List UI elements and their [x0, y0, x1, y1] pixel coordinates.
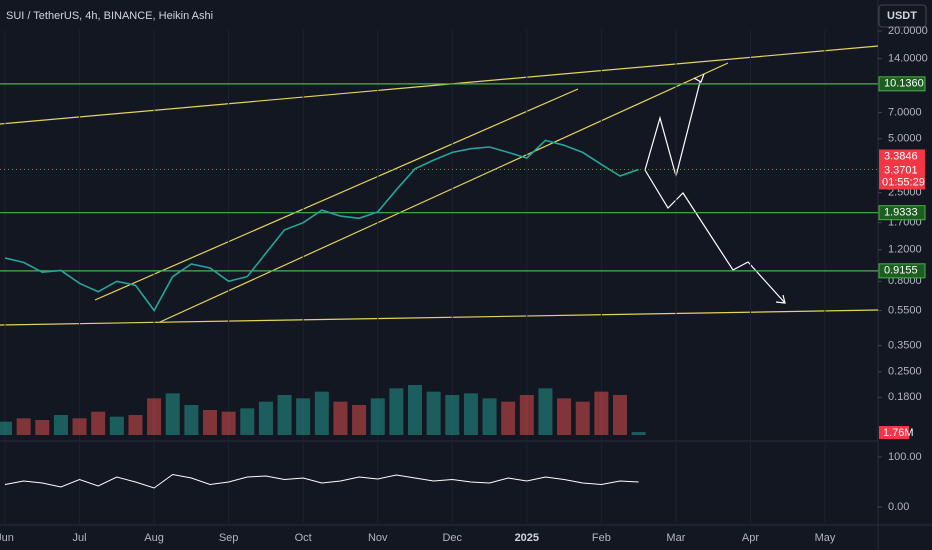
x-tick-label: Feb	[592, 532, 611, 544]
y-tick-label: 7.0000	[888, 107, 922, 119]
trend-line	[0, 309, 879, 326]
trend-line	[0, 45, 879, 125]
volume-bar	[482, 398, 497, 435]
y-tick-label: 0.1800	[888, 391, 922, 403]
volume-bar	[445, 395, 460, 435]
x-tick-label: Sep	[219, 532, 239, 544]
x-tick-label: May	[815, 532, 836, 544]
y-tick-label: 1.2000	[888, 244, 922, 256]
volume-bar	[370, 398, 385, 435]
arrow-down	[644, 169, 786, 304]
price-label-box	[879, 163, 925, 190]
x-tick-label: Jun	[0, 532, 14, 544]
price-label: 3.3701	[884, 164, 918, 176]
volume-bar	[538, 388, 553, 435]
y-tick-label: 14.0000	[888, 53, 928, 65]
x-tick-label: Jul	[73, 532, 87, 544]
oscillator-line	[4, 473, 639, 489]
volume-bar	[352, 405, 367, 435]
projection-arrows	[644, 73, 786, 304]
volume-label-box	[879, 426, 909, 439]
level-label: 1.9333	[884, 207, 918, 219]
x-tick-label: Aug	[144, 532, 164, 544]
currency-label[interactable]: USDT	[887, 10, 917, 22]
price-label: 3.3846	[884, 150, 918, 162]
volume-bar	[594, 391, 609, 435]
trend-line	[159, 62, 729, 323]
countdown: 01:55:29	[882, 176, 925, 188]
volume-bar	[389, 388, 404, 435]
volume-bar	[72, 418, 87, 435]
volume-bar	[165, 393, 180, 435]
volume-bar	[184, 405, 199, 435]
y-tick-label: 100.00	[888, 451, 922, 463]
x-tick-label: Dec	[442, 532, 462, 544]
volume-bar	[408, 385, 422, 435]
x-tick-label: Mar	[666, 532, 685, 544]
volume-bar	[296, 398, 311, 435]
volume-bar	[333, 401, 348, 435]
volume-bar	[109, 416, 124, 435]
y-tick-label: 5.0000	[888, 133, 922, 145]
volume-bar	[314, 391, 329, 435]
level-label-box	[878, 205, 926, 221]
level-label: 0.9155	[884, 265, 918, 277]
x-tick-label: 2025	[515, 532, 539, 544]
volume-bar	[557, 398, 572, 435]
volume-label: 1.76M	[883, 427, 914, 439]
trend-line	[94, 88, 579, 301]
y-tick-label: 0.00	[888, 501, 909, 513]
y-tick-label: 0.5500	[888, 304, 922, 316]
volume-bar	[221, 411, 236, 435]
trend-lines	[0, 45, 879, 326]
volume-bar	[631, 432, 646, 435]
volume-bar	[147, 398, 162, 435]
volume-bar	[575, 401, 590, 435]
volume-bar	[240, 408, 255, 435]
volume-bar	[258, 401, 273, 435]
x-tick-label: Apr	[742, 532, 759, 544]
arrow-up	[644, 81, 701, 179]
x-tick-label: Oct	[295, 532, 312, 544]
volume-bar	[519, 395, 534, 435]
price-line	[4, 139, 639, 312]
level-label-box	[878, 76, 926, 92]
level-label: 10.1360	[884, 78, 924, 90]
volume-bar	[0, 421, 12, 435]
volume-bar	[35, 420, 50, 435]
volume-bar	[16, 418, 31, 435]
volume-bar	[501, 401, 516, 435]
y-tick-label: 0.3500	[888, 340, 922, 352]
y-tick-label: 2.5000	[888, 187, 922, 199]
volume-bar	[91, 411, 106, 435]
level-label-box	[878, 263, 926, 279]
volume-bar	[53, 415, 68, 435]
arrow-head	[775, 294, 786, 304]
currency-button[interactable]	[878, 4, 927, 28]
y-tick-label: 0.2500	[888, 366, 922, 378]
volume-bar	[426, 391, 441, 435]
volume-bar	[277, 395, 292, 435]
price-label-box	[879, 149, 925, 164]
x-tick-label: Nov	[368, 532, 388, 544]
chart-title: SUI / TetherUS, 4h, BINANCE, Heikin Ashi	[6, 10, 213, 22]
volume-bar	[613, 395, 627, 435]
y-tick-label: 20.0000	[888, 25, 928, 37]
volume-bar	[203, 410, 217, 435]
volume-bar	[128, 415, 143, 435]
volume-bar	[463, 393, 478, 435]
arrow-head	[693, 73, 705, 83]
